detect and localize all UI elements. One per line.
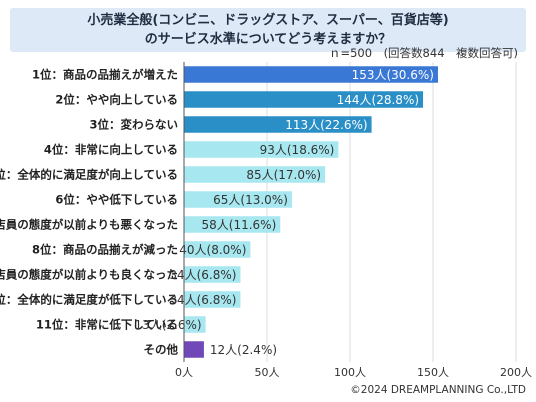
bar: [184, 191, 292, 208]
category-label: 1位：商品の品揃えが増えた: [32, 68, 178, 82]
category-label: 7位：店員の態度が以前よりも悪くなった: [0, 218, 178, 232]
category-label: 4位：非常に向上している: [44, 143, 178, 157]
category-label: 3位：変わらない: [89, 118, 178, 132]
category-label: 6位：やや低下している: [55, 193, 178, 207]
x-tick-label: 50人: [255, 366, 280, 379]
chart-title-line1: 小売業全般(コンビニ、ドラッグストア、スーパー、百貨店等): [87, 13, 449, 28]
data-label: 153人(30.6%): [352, 68, 434, 82]
data-label: 12人(2.4%): [210, 343, 277, 357]
bar: [184, 216, 281, 233]
x-tick-label: 100人: [334, 366, 366, 379]
bar: [184, 141, 339, 158]
bar: [184, 91, 424, 108]
data-label: 34人(6.8%): [169, 293, 236, 307]
chart-title-box: 小売業全般(コンビニ、ドラッグストア、スーパー、百貨店等) のサービス水準につい…: [10, 8, 526, 52]
bar: [184, 266, 241, 283]
bar: [184, 66, 438, 83]
data-label: 113人(22.6%): [285, 118, 367, 132]
bar: [184, 241, 251, 258]
data-label: 13人(2.6%): [134, 318, 201, 332]
bar: [184, 166, 326, 183]
category-label: 5位：全体的に満足度が向上している: [0, 168, 178, 182]
category-label: 2位：やや向上している: [55, 93, 178, 107]
copyright-text: ©2024 DREAMPLANNING Co.,LTD: [350, 384, 526, 396]
bar: [184, 316, 206, 333]
data-label: 58人(11.6%): [202, 218, 277, 232]
category-label: 8位：商品の品揃えが減った: [32, 243, 178, 257]
x-tick-label: 0人: [175, 366, 193, 379]
chart-title-line2: のサービス水準についてどう考えますか？: [144, 32, 392, 47]
bar: [184, 291, 241, 308]
bar: [184, 341, 204, 358]
data-label: 85人(17.0%): [246, 168, 321, 182]
x-tick-label: 150人: [417, 366, 449, 379]
category-label: 9位：全体的に満足度が低下している: [0, 293, 178, 307]
category-label: 11位：非常に低下している: [36, 318, 178, 332]
data-label: 144人(28.8%): [337, 93, 419, 107]
category-label: その他: [144, 343, 179, 357]
category-label: 9位：店員の態度が以前よりも良くなった: [0, 268, 178, 282]
bar: [184, 116, 372, 133]
data-label: 93人(18.6%): [260, 143, 335, 157]
x-tick-label: 200人: [500, 366, 532, 379]
data-label: 40人(8.0%): [179, 243, 246, 257]
data-label: 65人(13.0%): [213, 193, 288, 207]
chart-subtitle: ｎ=500 (回答数844 複数回答可): [328, 46, 518, 60]
data-label: 34人(6.8%): [169, 268, 236, 282]
